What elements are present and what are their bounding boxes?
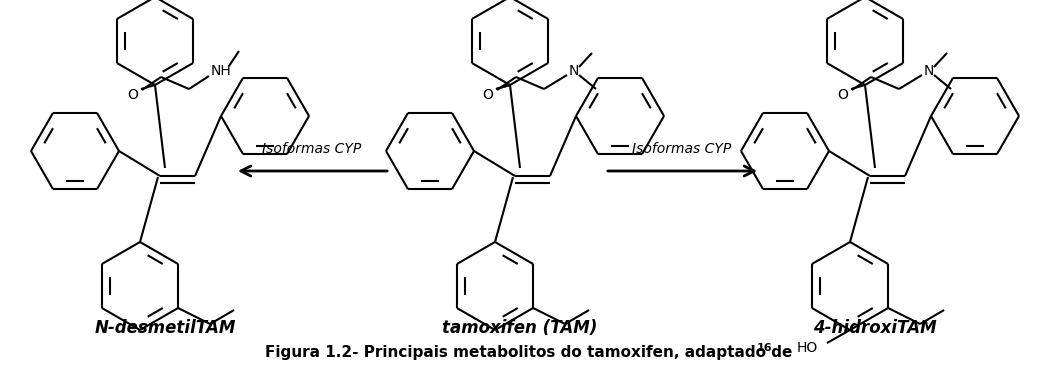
Text: 16: 16 — [757, 343, 773, 353]
Text: O: O — [482, 88, 494, 102]
Text: Isoformas CYP: Isoformas CYP — [632, 142, 732, 156]
Text: N: N — [924, 64, 935, 78]
Text: O: O — [838, 88, 849, 102]
Text: 4-hidroxiTAM: 4-hidroxiTAM — [813, 319, 937, 337]
Text: NH: NH — [210, 64, 232, 78]
Text: O: O — [127, 88, 138, 102]
Text: Isoformas CYP: Isoformas CYP — [262, 142, 362, 156]
Text: N-desmetilTAM: N-desmetilTAM — [95, 319, 236, 337]
Text: tamoxifen (TAM): tamoxifen (TAM) — [442, 319, 598, 337]
Text: Figura 1.2- Principais metabolitos do tamoxifen, adaptado de: Figura 1.2- Principais metabolitos do ta… — [264, 344, 798, 359]
Text: HO: HO — [796, 341, 818, 355]
Text: N: N — [569, 64, 579, 78]
